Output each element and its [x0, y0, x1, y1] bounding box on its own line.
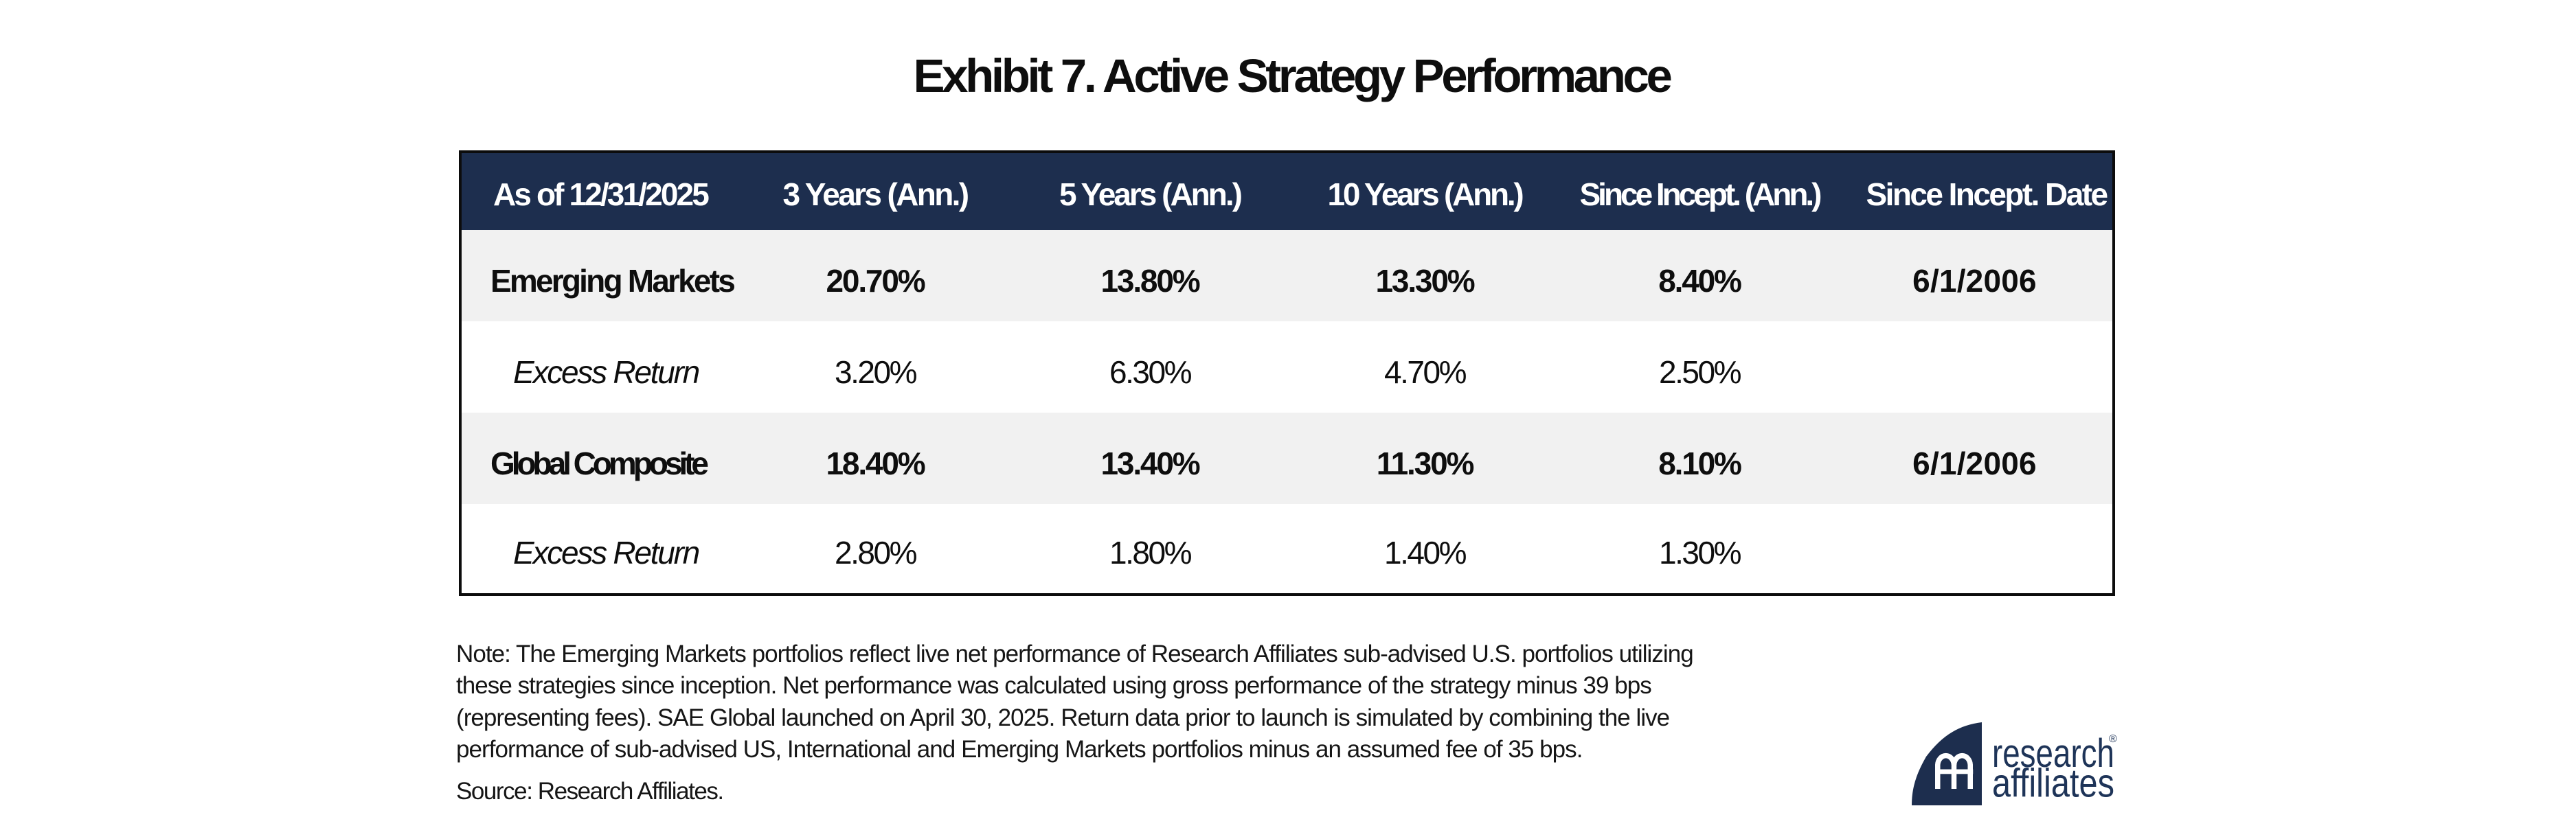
svg-text:affiliates: affiliates	[1992, 761, 2114, 805]
svg-text:research: research	[1992, 731, 2114, 776]
svg-text:®: ®	[2109, 733, 2117, 745]
